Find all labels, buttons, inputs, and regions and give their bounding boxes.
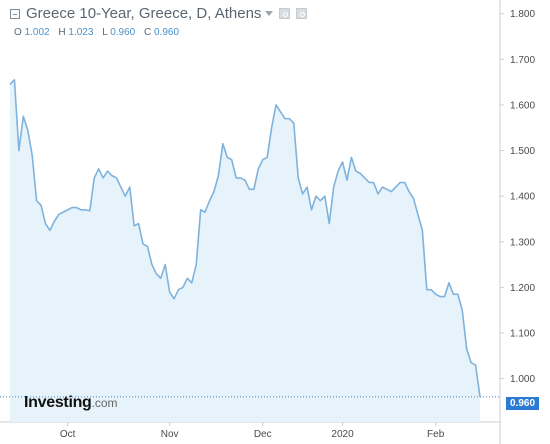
- y-tick-label: 1.400: [510, 192, 535, 203]
- ohlc-open-value: 1.002: [24, 27, 50, 38]
- logo-tld: .com: [91, 396, 118, 410]
- y-tick-label: 1.000: [510, 374, 535, 385]
- y-tick-label: 1.100: [510, 329, 535, 340]
- gear-icon[interactable]: [296, 8, 308, 19]
- ohlc-high-value: 1.023: [68, 27, 94, 38]
- x-tick-label: Nov: [161, 429, 179, 440]
- ohlc-high-label: H: [58, 27, 66, 38]
- chart-title: Greece 10-Year, Greece, D, Athens: [26, 5, 262, 22]
- ohlc-close-label: C: [144, 27, 152, 38]
- x-tick-label: Feb: [427, 429, 445, 440]
- x-tick-label: Dec: [254, 429, 272, 440]
- settings-icon[interactable]: [279, 8, 291, 19]
- ohlc-low-value: 0.960: [110, 27, 136, 38]
- logo-brand: Investing: [24, 394, 92, 411]
- chart-header: Greece 10-Year, Greece, D, Athens: [10, 5, 308, 22]
- collapse-icon[interactable]: [10, 8, 20, 19]
- ohlc-open-label: O: [14, 27, 22, 38]
- area-fill: [10, 79, 480, 422]
- ohlc-readout: O 1.002 H 1.023 L 0.960 C 0.960: [14, 27, 185, 38]
- y-tick-label: 1.600: [510, 100, 535, 111]
- y-tick-label: 1.500: [510, 146, 535, 157]
- x-tick-label: 2020: [331, 429, 354, 440]
- caret-down-icon[interactable]: [265, 11, 274, 16]
- x-tick-label: Oct: [60, 429, 76, 440]
- y-tick-label: 1.300: [510, 237, 535, 248]
- last-price-badge: 0.960: [506, 397, 539, 410]
- series-line[interactable]: [9, 79, 481, 398]
- ohlc-close-value: 0.960: [154, 27, 180, 38]
- y-tick-label: 1.200: [510, 283, 535, 294]
- y-tick-label: 1.700: [510, 55, 535, 66]
- y-tick-label: 1.800: [510, 9, 535, 20]
- ohlc-low-label: L: [102, 27, 108, 38]
- investing-logo: Investing.com: [24, 394, 118, 412]
